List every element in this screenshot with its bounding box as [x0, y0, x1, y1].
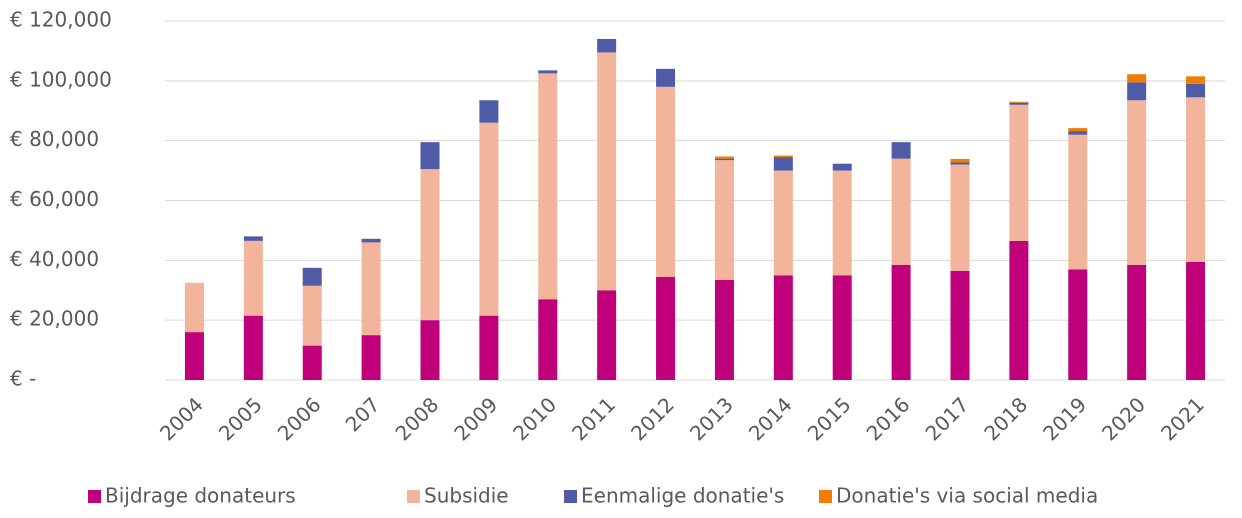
bar-segment: [1068, 131, 1088, 135]
y-tick-label: € 40,000: [10, 247, 99, 271]
x-tick-label: 2010: [508, 392, 561, 445]
bar-segment: [1068, 134, 1088, 270]
bar-segment: [832, 275, 852, 380]
x-tick-label: 2020: [1097, 392, 1150, 445]
bar-segment: [361, 242, 381, 336]
bar-segment: [1186, 83, 1206, 98]
bar-segment: [538, 70, 558, 74]
bar-segment: [302, 345, 322, 380]
x-tick-label: 2005: [214, 392, 267, 445]
y-tick-label: € 20,000: [10, 307, 99, 331]
bar-segment: [597, 38, 617, 53]
bar-segment: [891, 158, 911, 265]
x-tick-label: 2015: [803, 392, 856, 445]
bar-segment: [950, 158, 970, 163]
bar-segment: [1186, 261, 1206, 380]
bar-segment: [479, 122, 499, 316]
x-tick-label: 2017: [920, 392, 973, 445]
x-tick-label: 2008: [390, 392, 443, 445]
legend-swatch: [819, 490, 832, 503]
bar-segment: [1009, 240, 1029, 380]
bar-segment: [243, 236, 263, 241]
bar-segment: [891, 264, 911, 380]
bar-segment: [538, 73, 558, 300]
legend-swatch: [564, 490, 577, 503]
bar-segment: [950, 162, 970, 165]
bar-segment: [1186, 97, 1206, 262]
bar-segment: [714, 160, 734, 280]
bar-segment: [832, 170, 852, 276]
bar-segment: [597, 290, 617, 380]
bar-segment: [420, 320, 440, 380]
bar-segment: [1009, 101, 1029, 103]
x-tick-label: 2016: [862, 392, 915, 445]
y-tick-label: € 120,000: [10, 8, 112, 32]
bar-segment: [1127, 100, 1147, 265]
bar-segment: [1009, 104, 1029, 241]
bar-segment: [302, 267, 322, 286]
bar-segment: [184, 282, 204, 333]
bar-segment: [656, 68, 676, 87]
bar-segment: [420, 169, 440, 321]
bar-segment: [656, 86, 676, 277]
x-tick-label: 2011: [567, 392, 620, 445]
bar-segment: [361, 335, 381, 380]
bar-segment: [479, 100, 499, 123]
legend-swatch: [88, 490, 101, 503]
legend-label: Donatie's via social media: [836, 484, 1098, 508]
bar-segment: [361, 238, 381, 243]
x-tick-label: 2021: [1156, 392, 1209, 445]
bar-segment: [773, 155, 793, 158]
bar-segment: [1186, 76, 1206, 84]
x-tick-label: 2013: [685, 392, 738, 445]
bar-segment: [773, 157, 793, 171]
y-tick-label: € 100,000: [10, 67, 112, 91]
x-tick-label: 2006: [273, 392, 326, 445]
bar-segment: [950, 164, 970, 271]
legend-swatch: [407, 490, 420, 503]
bar-segment: [773, 170, 793, 276]
bar-segment: [1127, 264, 1147, 380]
x-tick-label: 2018: [979, 392, 1032, 445]
bar-segment: [243, 315, 263, 380]
bar-segment: [538, 299, 558, 380]
y-tick-label: € -: [10, 367, 36, 391]
bar-segment: [656, 276, 676, 380]
x-tick-label: 2004: [155, 392, 208, 445]
bar-segment: [773, 275, 793, 380]
bar-segment: [714, 156, 734, 159]
x-tick-label: 2019: [1038, 392, 1091, 445]
y-tick-label: € 80,000: [10, 127, 99, 151]
bar-segment: [184, 332, 204, 380]
bar-segment: [479, 315, 499, 380]
bar-segment: [1009, 102, 1029, 105]
x-tick-label: 207: [341, 392, 385, 436]
bar-segment: [950, 270, 970, 380]
bar-segment: [1127, 82, 1147, 101]
x-tick-label: 2012: [626, 392, 679, 445]
x-tick-label: 2014: [744, 392, 797, 445]
bar-segment: [1068, 269, 1088, 380]
legend-label: Subsidie: [424, 484, 509, 508]
legend-label: Bijdrage donateurs: [105, 484, 296, 508]
bar-segment: [420, 142, 440, 170]
x-tick-label: 2009: [449, 392, 502, 445]
bar-segment: [243, 240, 263, 316]
bar-segment: [832, 163, 852, 171]
bar-segment: [714, 279, 734, 380]
bar-segment: [1068, 128, 1088, 132]
y-tick-label: € 60,000: [10, 187, 99, 211]
bar-segment: [302, 285, 322, 346]
bar-segment: [891, 142, 911, 159]
bar-segment: [714, 158, 734, 161]
bar-segment: [1127, 74, 1147, 83]
legend-label: Eenmalige donatie's: [581, 484, 784, 508]
bar-segment: [597, 52, 617, 291]
